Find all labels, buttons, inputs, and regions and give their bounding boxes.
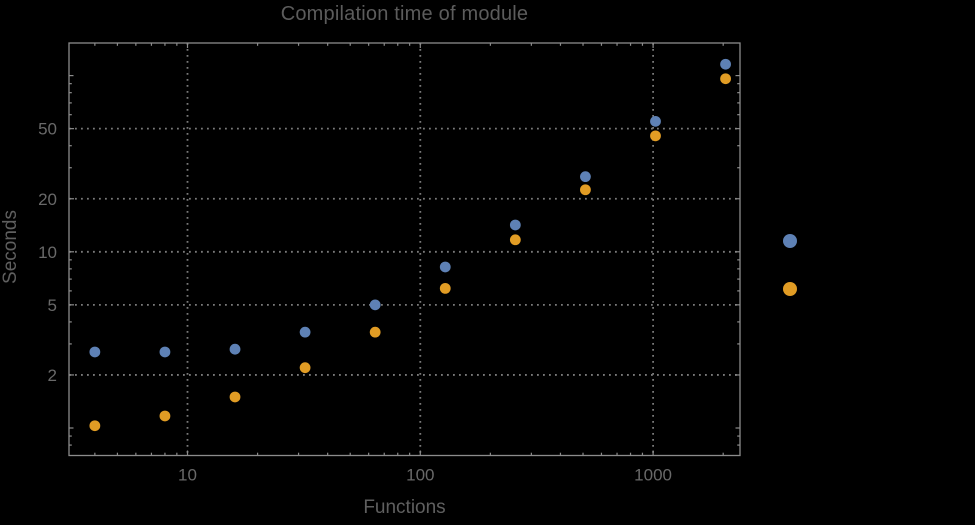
data-point-series-2 [89,420,101,432]
data-point-series-1 [720,58,731,70]
x-tick-label: 100 [406,466,434,485]
y-tick-label: 20 [38,190,57,209]
x-tick-label: 1000 [634,466,672,485]
data-point-series-2 [299,362,311,374]
legend-marker-series-1 [783,233,797,248]
data-point-series-2 [580,184,591,196]
x-tick-label: 10 [178,466,197,485]
data-point-series-1 [509,219,521,231]
data-point-series-1 [159,346,171,358]
data-point-series-1 [89,346,101,358]
data-point-series-2 [229,391,241,403]
data-point-series-2 [650,130,661,142]
data-point-series-2 [369,326,381,338]
data-point-series-2 [159,410,171,422]
data-point-series-1 [369,299,381,311]
data-point-series-1 [439,261,451,273]
data-point-series-1 [580,171,591,183]
data-point-series-1 [229,343,241,355]
chart-title: Compilation time of module [280,3,529,25]
legend-marker-series-2 [783,282,797,296]
data-point-series-2 [509,234,521,246]
y-tick-label: 5 [48,296,57,315]
data-point-series-1 [650,115,661,127]
y-tick-label: 10 [38,243,57,262]
data-point-series-2 [439,282,451,294]
y-axis-label: Seconds [0,210,21,284]
y-tick-label: 50 [38,120,57,139]
data-point-series-1 [299,326,311,338]
x-axis-label: Functions [363,497,446,518]
y-tick-label: 2 [48,366,57,385]
data-point-series-2 [720,73,731,85]
plot-frame [68,42,741,457]
